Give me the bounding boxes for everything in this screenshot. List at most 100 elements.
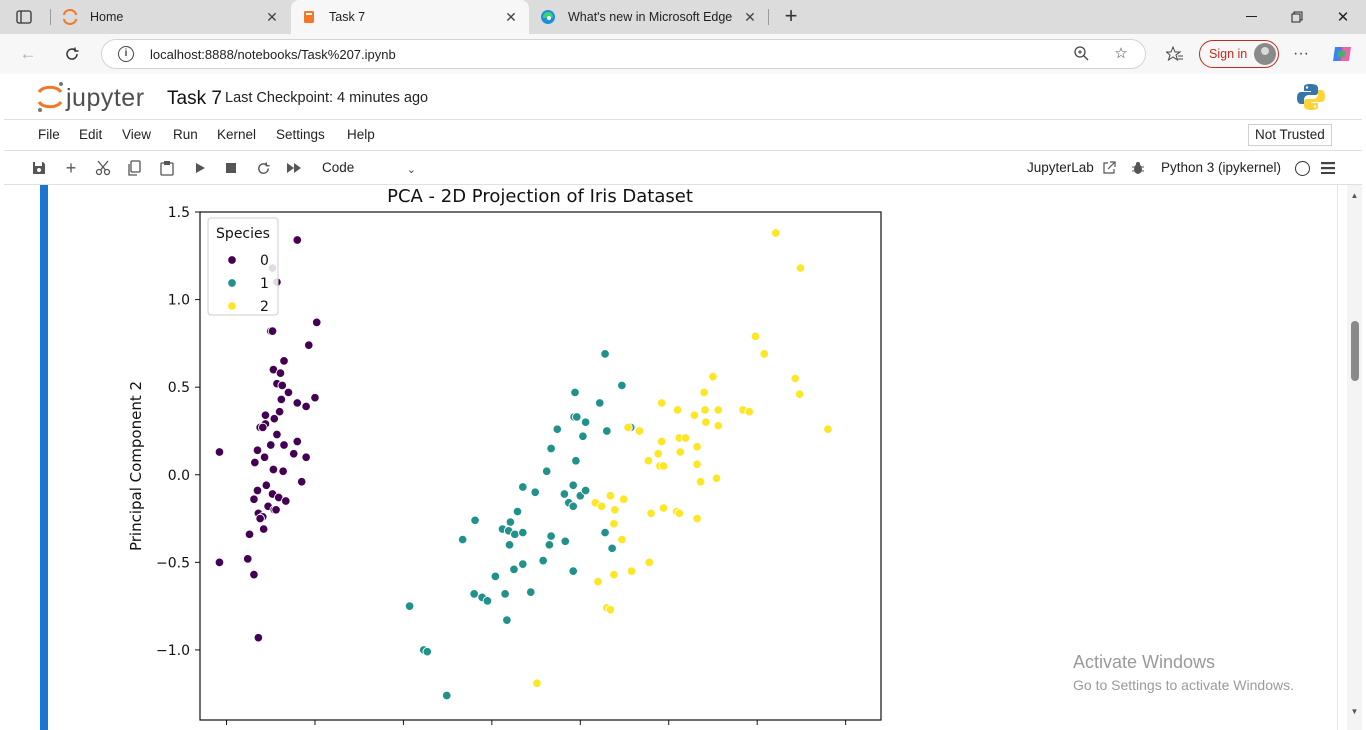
data-point-species-2 — [759, 349, 770, 359]
data-point-species-1 — [568, 501, 578, 512]
data-point-species-1 — [470, 515, 480, 526]
restart-kernel-icon[interactable] — [254, 159, 272, 177]
scroll-down-icon[interactable]: ▼ — [1350, 707, 1359, 716]
debugger-bug-icon[interactable] — [1129, 159, 1147, 177]
tab-home[interactable]: Home ✕ — [52, 0, 290, 34]
url-field[interactable]: i localhost:8888/notebooks/Task%207.ipyn… — [101, 39, 1146, 69]
kernel-name[interactable]: Python 3 (ipykernel) — [1161, 160, 1282, 175]
menu-help[interactable]: Help — [347, 127, 375, 142]
new-tab-icon[interactable]: + — [784, 3, 798, 28]
data-point-species-1 — [546, 531, 556, 541]
cell-type-select[interactable]: Code ⌄ — [322, 158, 418, 180]
more-options-icon[interactable]: ··· — [1293, 45, 1309, 62]
run-cell-icon[interactable] — [191, 159, 209, 177]
checkpoint-status: Last Checkpoint: 4 minutes ago — [225, 90, 429, 106]
data-point-species-2 — [623, 422, 633, 433]
hamburger-menu-icon[interactable] — [1319, 159, 1337, 177]
jupyterlab-link[interactable]: JupyterLab — [1027, 160, 1094, 175]
notebook-scrollbar[interactable]: ▲ ▼ — [1347, 185, 1362, 730]
notebook-title[interactable]: Task 7 — [167, 88, 222, 109]
sign-in-label: Sign in — [1209, 47, 1248, 61]
restart-run-all-icon[interactable] — [285, 159, 303, 177]
save-icon[interactable] — [30, 159, 48, 177]
jupyter-logo-icon[interactable] — [36, 80, 166, 114]
close-window-icon[interactable]: ✕ — [1336, 9, 1350, 26]
menu-view[interactable]: View — [122, 127, 152, 142]
data-point-species-2 — [618, 494, 629, 505]
data-point-species-1 — [482, 596, 493, 606]
legend-marker — [227, 255, 237, 265]
tab-actions-icon[interactable] — [10, 7, 38, 27]
data-point-species-1 — [571, 455, 581, 466]
data-point-species-2 — [795, 263, 806, 273]
data-point-species-1 — [538, 555, 548, 566]
notebook-toolbar: + Code ⌄ JupyterLab Python 3 (ipykernel) — [4, 151, 1362, 185]
back-icon[interactable]: ← — [19, 44, 37, 63]
data-point-species-2 — [744, 406, 754, 417]
close-tab-icon[interactable]: ✕ — [505, 8, 517, 25]
copilot-icon[interactable] — [1330, 42, 1354, 66]
data-point-species-1 — [500, 589, 510, 599]
data-point-species-1 — [541, 466, 552, 477]
minimize-icon[interactable] — [1228, 0, 1274, 34]
zoom-icon[interactable] — [1072, 45, 1090, 63]
data-point-species-0 — [259, 452, 270, 462]
data-point-species-0 — [214, 557, 225, 568]
legend-marker — [227, 278, 237, 288]
data-point-species-1 — [518, 527, 528, 538]
kernel-status-idle-icon — [1295, 161, 1310, 176]
data-point-species-0 — [288, 448, 299, 459]
data-point-species-0 — [279, 440, 289, 450]
browser-tab-strip: Home ✕ Task 7 ✕ What's new in Microsoft … — [0, 0, 1366, 34]
chevron-down-icon: ⌄ — [406, 164, 416, 176]
data-point-species-0 — [275, 368, 286, 378]
sign-in-button[interactable]: Sign in — [1199, 40, 1279, 68]
data-point-species-2 — [658, 503, 669, 513]
data-point-species-0 — [255, 513, 265, 524]
close-tab-icon[interactable]: ✕ — [744, 8, 756, 25]
restore-icon[interactable] — [1274, 0, 1320, 34]
menu-edit[interactable]: Edit — [79, 127, 103, 142]
data-point-species-2 — [692, 441, 702, 452]
data-point-species-2 — [701, 417, 711, 427]
data-point-species-2 — [689, 410, 700, 420]
y-tick-label: 0.5 — [168, 380, 190, 396]
menu-settings[interactable]: Settings — [276, 127, 325, 142]
scrollbar-thumb[interactable] — [1351, 321, 1359, 381]
data-point-species-2 — [605, 491, 616, 501]
data-point-species-2 — [713, 420, 724, 431]
data-point-species-2 — [605, 604, 616, 615]
data-point-species-1 — [546, 443, 556, 454]
data-point-species-2 — [656, 398, 667, 408]
trust-status-button[interactable]: Not Trusted — [1248, 124, 1332, 146]
external-link-icon[interactable] — [1100, 159, 1118, 177]
tab-edge-news[interactable]: What's new in Microsoft Edge ✕ — [530, 0, 768, 34]
site-info-icon[interactable]: i — [118, 46, 134, 62]
menu-kernel[interactable]: Kernel — [217, 127, 257, 142]
scroll-up-icon[interactable]: ▲ — [1350, 191, 1359, 200]
add-cell-icon[interactable]: + — [65, 157, 77, 178]
cut-icon[interactable] — [94, 159, 112, 177]
tab-task-7[interactable]: Task 7 ✕ — [291, 0, 529, 34]
menu-run[interactable]: Run — [173, 127, 198, 142]
url-text: localhost:8888/notebooks/Task%207.ipynb — [150, 47, 396, 62]
close-tab-icon[interactable]: ✕ — [266, 8, 278, 25]
chart-title: PCA - 2D Projection of Iris Dataset — [387, 186, 693, 207]
data-point-species-1 — [568, 480, 578, 491]
data-point-species-2 — [700, 405, 710, 415]
y-axis-label: Principal Component 2 — [127, 381, 145, 551]
copy-icon[interactable] — [125, 159, 143, 177]
legend-label: 2 — [260, 299, 269, 315]
activate-windows-title: Activate Windows — [1073, 652, 1216, 672]
favorite-star-icon[interactable]: ☆ — [1114, 45, 1128, 62]
favorites-icon[interactable] — [1163, 42, 1187, 66]
data-point-species-0 — [272, 429, 282, 440]
data-point-species-0 — [283, 387, 294, 398]
stop-kernel-icon[interactable] — [222, 159, 240, 177]
data-point-species-2 — [658, 461, 669, 471]
menu-file[interactable]: File — [38, 127, 60, 142]
data-point-species-0 — [267, 326, 278, 336]
paste-icon[interactable] — [158, 159, 176, 177]
refresh-icon[interactable] — [60, 42, 84, 66]
data-point-species-2 — [646, 508, 656, 519]
